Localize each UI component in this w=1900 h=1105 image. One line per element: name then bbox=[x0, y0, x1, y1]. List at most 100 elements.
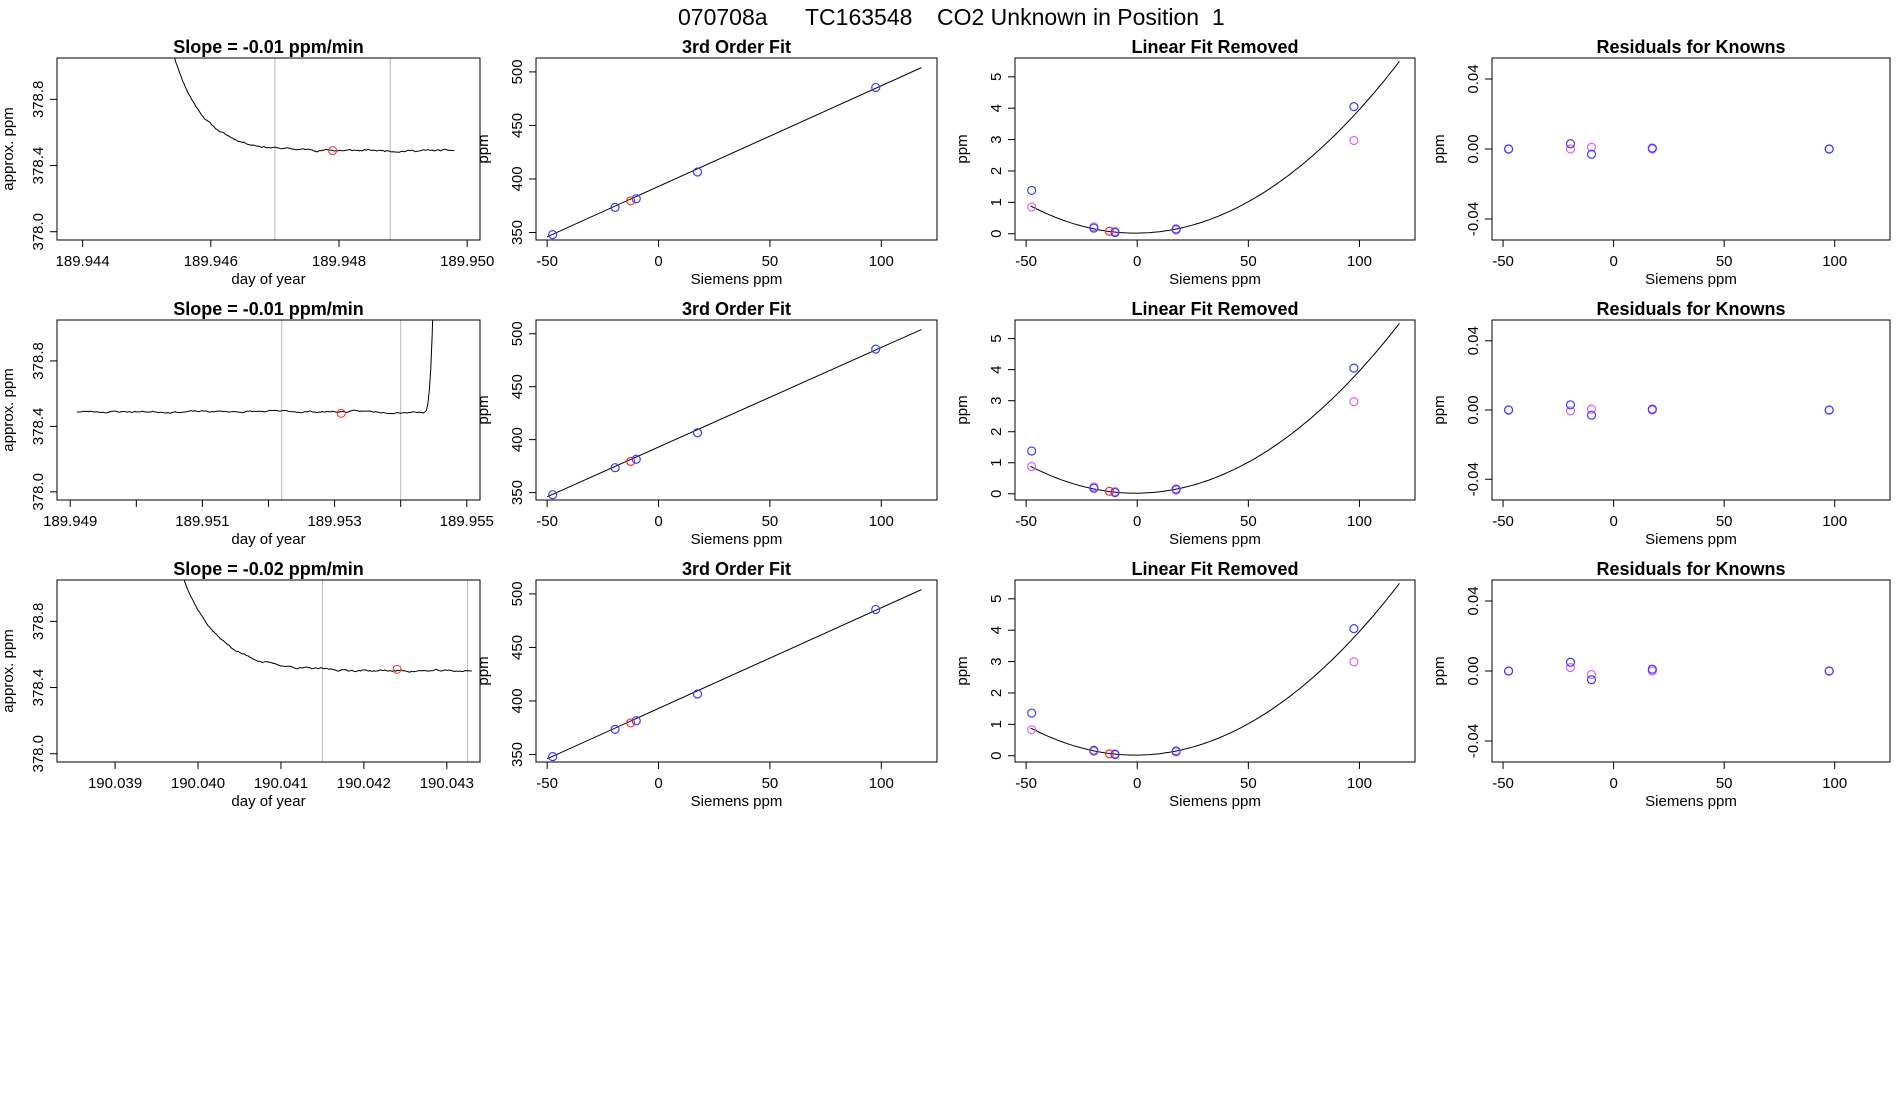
x-tick-label: 50 bbox=[1716, 513, 1733, 530]
panel-title: Linear Fit Removed bbox=[1131, 37, 1298, 57]
fit-curve bbox=[1030, 582, 1400, 756]
known-point bbox=[548, 752, 558, 762]
y-tick-label: 0.00 bbox=[1465, 395, 1482, 424]
x-tick-label: 50 bbox=[762, 513, 779, 530]
known-point bbox=[548, 230, 558, 240]
x-tick-label: 189.951 bbox=[175, 513, 229, 530]
y-tick-label: 0.04 bbox=[1465, 64, 1482, 93]
x-tick-label: -50 bbox=[536, 253, 558, 270]
x-tick-label: 189.944 bbox=[56, 253, 110, 270]
x-tick-label: 100 bbox=[1347, 775, 1372, 792]
linear-removed-point bbox=[1027, 461, 1037, 472]
x-axis-label: Siemens ppm bbox=[691, 793, 783, 810]
x-axis-label: Siemens ppm bbox=[1645, 531, 1737, 548]
y-tick-label: 2 bbox=[988, 167, 1005, 175]
known-point bbox=[1110, 749, 1120, 760]
y-axis-label: approx. ppm bbox=[0, 368, 17, 451]
unknown-marker bbox=[328, 146, 338, 156]
known-point bbox=[1089, 745, 1099, 755]
x-tick-label: 189.949 bbox=[43, 513, 97, 530]
y-tick-label: 0 bbox=[988, 490, 1005, 498]
secondary-point bbox=[1565, 406, 1576, 416]
x-tick-label: 50 bbox=[1716, 775, 1733, 792]
linear-removed-point bbox=[1349, 135, 1359, 146]
known-point bbox=[610, 463, 620, 473]
x-axis-label: day of year bbox=[231, 793, 305, 810]
y-tick-label: 378.8 bbox=[30, 603, 47, 641]
x-tick-label: 0 bbox=[1609, 253, 1617, 270]
known-point bbox=[610, 724, 620, 734]
known-point bbox=[1647, 143, 1657, 153]
known-point bbox=[631, 716, 641, 726]
panel-row2-linear-fit-removed: Linear Fit Removed -50 0 50 100 0 1 2 3 4 5 Siemens… bbox=[954, 299, 1416, 548]
fit-line bbox=[546, 67, 922, 238]
plot-area bbox=[546, 329, 922, 500]
plot-area bbox=[546, 67, 922, 240]
y-tick-label: 2 bbox=[988, 428, 1005, 436]
y-tick-label: 350 bbox=[509, 742, 526, 767]
x-tick-label: 189.953 bbox=[307, 513, 361, 530]
y-tick-label: 2 bbox=[988, 689, 1005, 697]
y-tick-label: 3 bbox=[988, 657, 1005, 665]
x-tick-label: 100 bbox=[1822, 513, 1847, 530]
plot-frame bbox=[1491, 579, 1891, 763]
known-point bbox=[1824, 666, 1834, 676]
known-point bbox=[1647, 404, 1657, 414]
fit-curve bbox=[1030, 60, 1400, 234]
secondary-point bbox=[1586, 404, 1597, 414]
panel-row2-3rd-order-fit: 3rd Order Fit -50 0 50 100 350 400 450 500 Siemen… bbox=[475, 299, 938, 548]
panel-title: 3rd Order Fit bbox=[682, 559, 791, 579]
y-tick-label: 350 bbox=[509, 480, 526, 505]
y-tick-label: -0.04 bbox=[1465, 462, 1482, 496]
x-axis-label: Siemens ppm bbox=[1645, 271, 1737, 288]
x-tick-label: 50 bbox=[1240, 775, 1257, 792]
y-tick-label: 0.00 bbox=[1465, 134, 1482, 163]
known-point bbox=[1503, 405, 1514, 415]
plot-area bbox=[1503, 657, 1834, 685]
known-point bbox=[692, 167, 703, 177]
known-point bbox=[1110, 487, 1120, 498]
plot-area bbox=[174, 58, 455, 156]
known-point bbox=[871, 604, 881, 615]
plot-area bbox=[1027, 60, 1400, 238]
secondary-point bbox=[1565, 662, 1576, 673]
panel-title: Linear Fit Removed bbox=[1131, 559, 1298, 579]
y-tick-label: 0 bbox=[988, 752, 1005, 760]
x-tick-label: 0 bbox=[1609, 775, 1617, 792]
x-tick-label: 190.040 bbox=[171, 775, 225, 792]
y-tick-label: 400 bbox=[509, 688, 526, 713]
known-point bbox=[1824, 144, 1834, 154]
panel-row2-time-series: Slope = -0.01 ppm/min 189.949 189.951 189.9… bbox=[0, 299, 494, 548]
known-point bbox=[1027, 185, 1037, 196]
figure-title-tank: TC163548 bbox=[805, 4, 912, 30]
data-trace bbox=[174, 58, 455, 153]
data-trace bbox=[76, 320, 434, 415]
y-tick-label: 378.0 bbox=[30, 735, 47, 773]
x-tick-label: 190.043 bbox=[420, 775, 474, 792]
x-tick-label: 100 bbox=[1822, 775, 1847, 792]
x-tick-label: -50 bbox=[1492, 775, 1514, 792]
x-axis-label: Siemens ppm bbox=[1169, 271, 1261, 288]
y-tick-label: 1 bbox=[988, 459, 1005, 467]
panel-title: 3rd Order Fit bbox=[682, 299, 791, 319]
panel-row3-linear-fit-removed: Linear Fit Removed -50 0 50 100 0 1 2 3 4 5 Siemens… bbox=[954, 559, 1416, 810]
y-axis-label: approx. ppm bbox=[0, 107, 17, 190]
y-tick-label: 350 bbox=[509, 220, 526, 245]
x-tick-label: 0 bbox=[654, 513, 662, 530]
figure-title-run-id: 070708a bbox=[678, 4, 768, 30]
plot-frame bbox=[56, 319, 481, 501]
y-tick-label: 378.0 bbox=[30, 473, 47, 511]
known-point bbox=[871, 344, 881, 354]
known-point bbox=[631, 194, 641, 204]
y-tick-label: 450 bbox=[509, 635, 526, 660]
plot-area bbox=[1503, 400, 1834, 420]
known-point bbox=[1027, 446, 1037, 456]
x-tick-label: -50 bbox=[536, 775, 558, 792]
known-point bbox=[1586, 675, 1597, 685]
x-axis-label: Siemens ppm bbox=[691, 531, 783, 548]
known-point bbox=[1349, 363, 1359, 373]
unknown-point bbox=[626, 456, 636, 466]
x-tick-label: 50 bbox=[1240, 253, 1257, 270]
